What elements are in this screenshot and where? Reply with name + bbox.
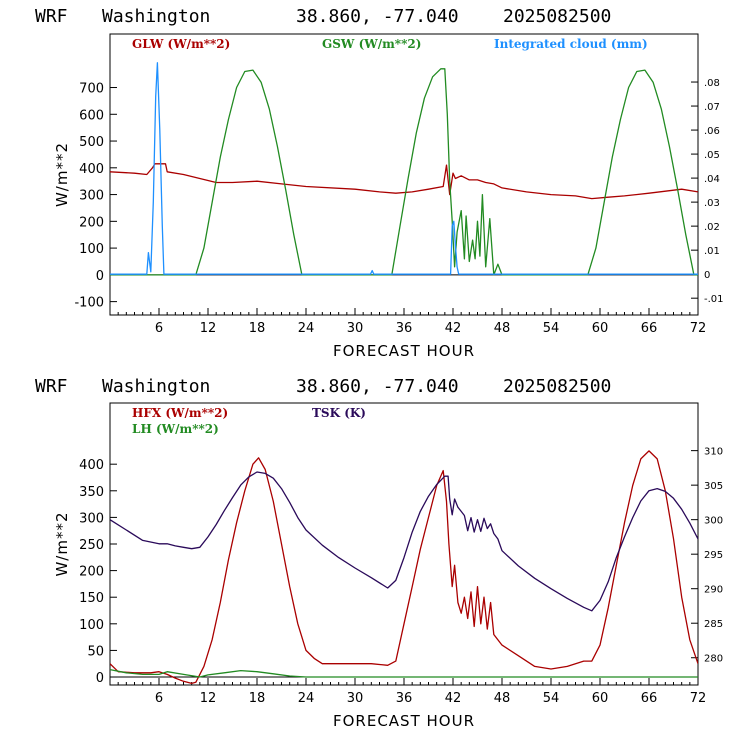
y-tick-label: 0	[96, 671, 104, 686]
x-tick-label: 48	[494, 691, 511, 706]
series-line-3	[110, 62, 698, 275]
header-location: Washington	[102, 376, 210, 397]
x-tick-label: 54	[543, 321, 560, 336]
series-line-2	[110, 68, 698, 276]
header-date: 2025082500	[503, 376, 611, 397]
x-tick-label: 24	[298, 321, 315, 336]
y2-tick-label: 305	[704, 481, 723, 492]
y-tick-label: 250	[79, 538, 104, 553]
series-line-1	[110, 163, 698, 200]
y-tick-label: 150	[79, 591, 104, 606]
y2-tick-label: 310	[704, 447, 723, 458]
y-tick-label: 50	[87, 644, 104, 659]
series-line-1	[110, 450, 698, 685]
plot-frame	[109, 402, 699, 686]
x-tick-label: 60	[592, 321, 609, 336]
legend-entry-3: TSK (K)	[312, 406, 366, 420]
header-coords: 38.860, -77.040	[296, 6, 459, 27]
y-tick-label: 300	[79, 511, 104, 526]
x-tick-label: 48	[494, 321, 511, 336]
x-tick-label: 12	[200, 321, 217, 336]
y2-tick-label: .02	[704, 222, 720, 233]
y-tick-label: 200	[79, 565, 104, 580]
x-tick-label: 42	[445, 321, 462, 336]
header-model: WRF	[35, 376, 68, 397]
y-axis-label: W/m**2	[53, 142, 71, 207]
y2-tick-label: .07	[704, 102, 720, 113]
y2-tick-label: 290	[704, 585, 723, 596]
header-coords: 38.860, -77.040	[296, 376, 459, 397]
x-tick-label: 66	[641, 321, 658, 336]
y2-tick-label: .05	[704, 150, 720, 161]
x-tick-label: 36	[396, 691, 413, 706]
x-tick-label: 6	[155, 691, 163, 706]
x-tick-label: 12	[200, 691, 217, 706]
y-tick-label: 400	[79, 162, 104, 177]
y2-tick-label: 0	[704, 270, 710, 281]
y2-tick-label: 280	[704, 654, 723, 665]
legend-entry-2: LH (W/m**2)	[132, 422, 219, 436]
y-tick-label: 100	[79, 242, 104, 257]
x-tick-label: 66	[641, 691, 658, 706]
legend-entry-2: GSW (W/m**2)	[322, 37, 421, 51]
y-tick-label: 700	[79, 82, 104, 97]
x-tick-label: 6	[155, 321, 163, 336]
y2-tick-label: -.01	[704, 294, 724, 305]
y-axis-label: W/m**2	[53, 511, 71, 576]
x-tick-label: 24	[298, 691, 315, 706]
y-tick-label: 400	[79, 458, 104, 473]
chart-panel-2: WRF Washington 38.860, -77.040 2025082500 6 1…	[35, 376, 723, 730]
legend-entry-3: Integrated cloud (mm)	[494, 37, 648, 51]
x-tick-label: 18	[249, 321, 266, 336]
x-tick-label: 72	[690, 321, 707, 336]
y-tick-label: 600	[79, 108, 104, 123]
x-tick-label: 60	[592, 691, 609, 706]
y2-tick-label: 300	[704, 516, 723, 527]
x-tick-label: 72	[690, 691, 707, 706]
legend-entry-1: HFX (W/m**2)	[132, 406, 228, 420]
x-tick-label: 30	[347, 321, 364, 336]
x-axis-label: FORECAST HOUR	[333, 342, 475, 360]
y-tick-label: 300	[79, 189, 104, 204]
y-tick-label: 500	[79, 135, 104, 150]
header-date: 2025082500	[503, 6, 611, 27]
y-tick-label: 350	[79, 485, 104, 500]
header-model: WRF	[35, 6, 68, 27]
x-axis-label: FORECAST HOUR	[333, 712, 475, 730]
y2-tick-label: .08	[704, 78, 720, 89]
x-tick-label: 36	[396, 321, 413, 336]
y2-tick-label: .04	[704, 174, 720, 185]
y2-tick-label: 285	[704, 619, 723, 630]
x-tick-label: 30	[347, 691, 364, 706]
series-line-2	[110, 668, 698, 678]
y-tick-label: 100	[79, 618, 104, 633]
y2-tick-label: .06	[704, 126, 720, 137]
y-tick-label: 0	[96, 269, 104, 284]
series-line-3	[110, 471, 698, 612]
x-tick-label: 54	[543, 691, 560, 706]
chart-panel-1: WRF Washington 38.860, -77.040 2025082500 6 1…	[35, 6, 724, 360]
legend-entry-1: GLW (W/m**2)	[132, 37, 230, 51]
y2-tick-label: .01	[704, 246, 720, 257]
y-tick-label: 200	[79, 215, 104, 230]
y2-tick-label: 295	[704, 550, 723, 561]
x-tick-label: 18	[249, 691, 266, 706]
header-location: Washington	[102, 6, 210, 27]
y-tick-label: -100	[74, 296, 104, 311]
y2-tick-label: .03	[704, 198, 720, 209]
x-tick-label: 42	[445, 691, 462, 706]
